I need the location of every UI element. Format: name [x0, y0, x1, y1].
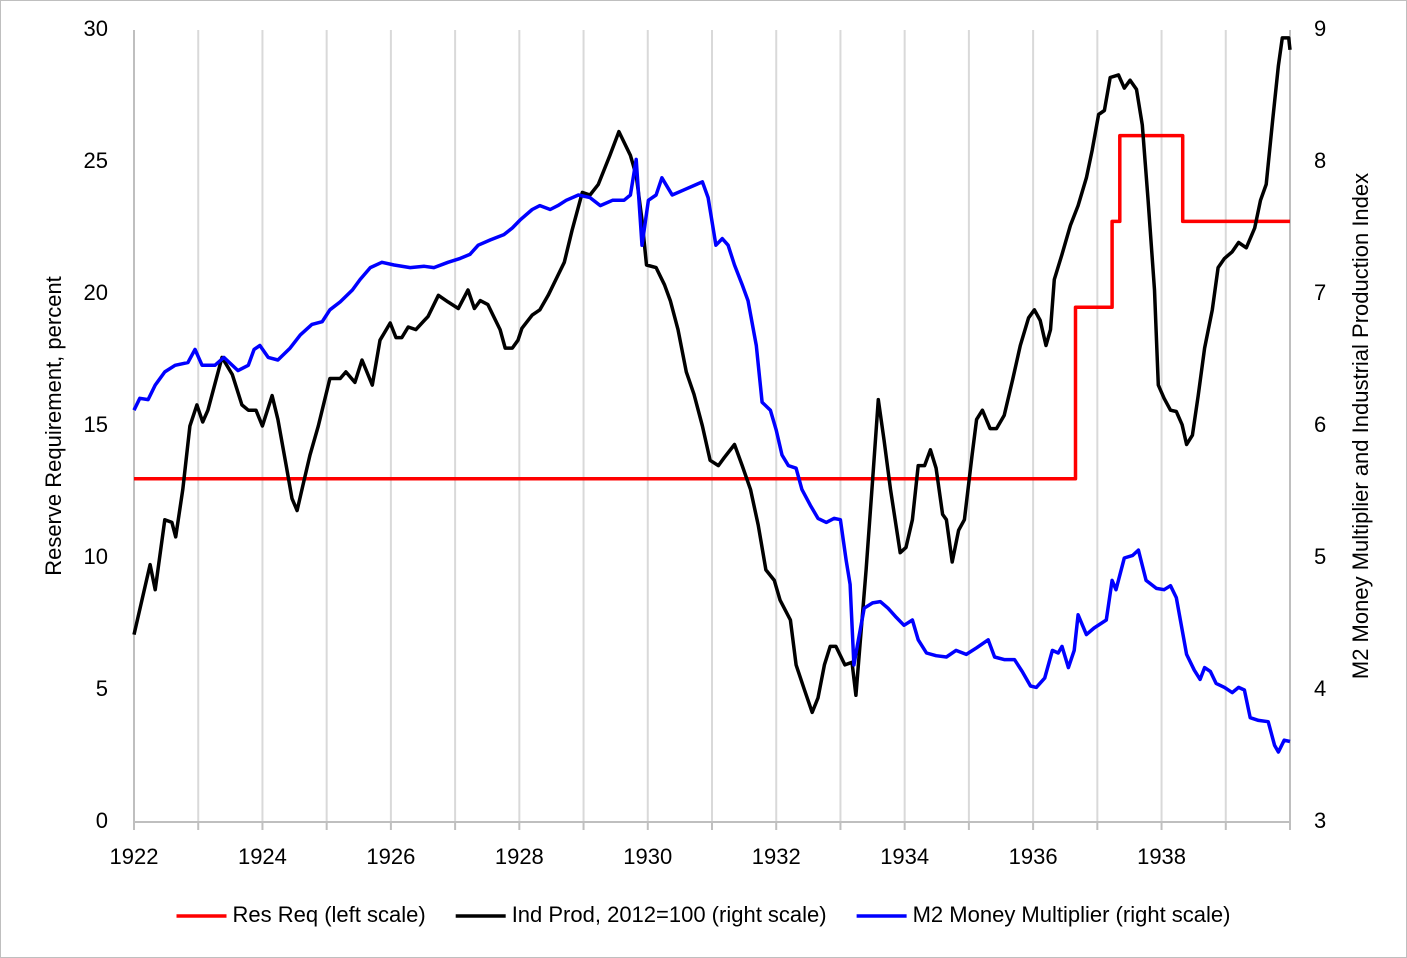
y-axis-title: Reserve Requirement, percent	[41, 276, 66, 576]
x-tick-label: 1930	[623, 844, 672, 869]
y-tick-label: 10	[84, 544, 108, 569]
legend-label: Ind Prod, 2012=100 (right scale)	[512, 902, 827, 927]
x-tick-label: 1938	[1137, 844, 1186, 869]
series-line	[132, 36, 1292, 715]
x-tick-label: 1932	[752, 844, 801, 869]
y-tick-label: 5	[96, 676, 108, 701]
series-line	[132, 157, 1291, 754]
x-tick-label: 1934	[880, 844, 929, 869]
y-tick-label: 0	[96, 808, 108, 833]
x-tick-label: 1922	[110, 844, 159, 869]
y2-tick-label: 4	[1314, 676, 1326, 701]
x-tick-label: 1926	[366, 844, 415, 869]
y2-tick-label: 3	[1314, 808, 1326, 833]
y-tick-label: 20	[84, 280, 108, 305]
legend-label: M2 Money Multiplier (right scale)	[913, 902, 1231, 927]
x-tick-label: 1936	[1009, 844, 1058, 869]
x-tick-label: 1924	[238, 844, 287, 869]
y-tick-label: 30	[84, 16, 108, 41]
y2-tick-label: 8	[1314, 148, 1326, 173]
x-tick-label: 1928	[495, 844, 544, 869]
y2-tick-label: 6	[1314, 412, 1326, 437]
y2-axis-title: M2 Money Multiplier and Industrial Produ…	[1348, 173, 1373, 679]
legend-label: Res Req (left scale)	[233, 902, 426, 927]
y-tick-label: 25	[84, 148, 108, 173]
y2-tick-label: 7	[1314, 280, 1326, 305]
series-line	[134, 133, 1290, 481]
y2-tick-label: 9	[1314, 16, 1326, 41]
y2-tick-label: 5	[1314, 544, 1326, 569]
y-tick-label: 15	[84, 412, 108, 437]
